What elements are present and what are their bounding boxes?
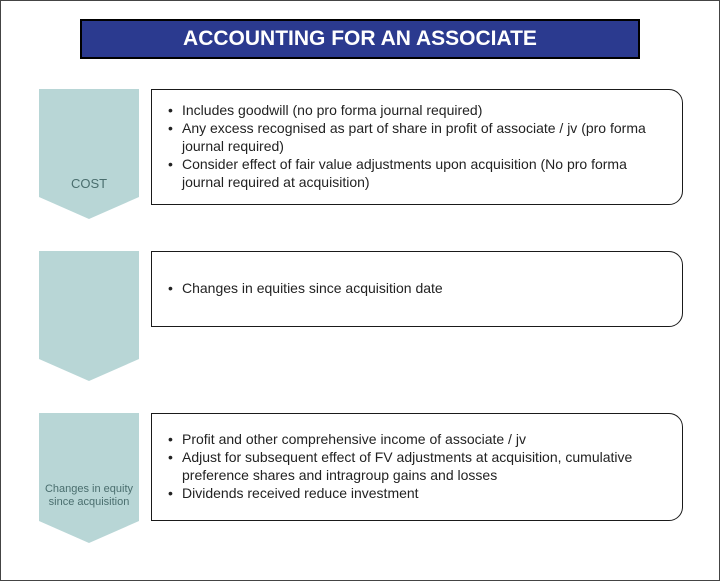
chevron: Changes in equity since acquisition bbox=[39, 413, 139, 543]
diagram-row: COST Includes goodwill (no pro forma jour… bbox=[1, 89, 720, 219]
chevron-tip bbox=[39, 359, 139, 381]
bullet-item: Consider effect of fair value adjustment… bbox=[168, 156, 668, 192]
diagram-row: PLUS Changes in equities since acquisitio… bbox=[1, 251, 720, 381]
chevron-label: Changes in equity since acquisition bbox=[39, 483, 139, 508]
content-box: Includes goodwill (no pro forma journal … bbox=[151, 89, 683, 205]
slide-title-text: ACCOUNTING FOR AN ASSOCIATE bbox=[183, 27, 537, 51]
bullet-list: Profit and other comprehensive income of… bbox=[168, 431, 668, 503]
bullet-item: Any excess recognised as part of share i… bbox=[168, 120, 668, 156]
chevron: PLUS bbox=[39, 251, 139, 381]
bullet-item: Changes in equities since acquisition da… bbox=[168, 280, 668, 298]
content-box: Changes in equities since acquisition da… bbox=[151, 251, 683, 327]
chevron-tip bbox=[39, 197, 139, 219]
bullet-list: Includes goodwill (no pro forma journal … bbox=[168, 102, 668, 192]
bullet-item: Adjust for subsequent effect of FV adjus… bbox=[168, 449, 668, 485]
bullet-item: Includes goodwill (no pro forma journal … bbox=[168, 102, 668, 120]
content-box: Profit and other comprehensive income of… bbox=[151, 413, 683, 521]
bullet-item: Dividends received reduce investment bbox=[168, 485, 668, 503]
chevron-label: COST bbox=[39, 177, 139, 192]
bullet-item: Profit and other comprehensive income of… bbox=[168, 431, 668, 449]
chevron-tip bbox=[39, 521, 139, 543]
bullet-list: Changes in equities since acquisition da… bbox=[168, 280, 668, 298]
diagram-row: Changes in equity since acquisition Profi… bbox=[1, 413, 720, 543]
chevron-label: PLUS bbox=[39, 339, 139, 354]
chevron: COST bbox=[39, 89, 139, 219]
slide: ACCOUNTING FOR AN ASSOCIATE COST Includes… bbox=[0, 0, 720, 581]
slide-title: ACCOUNTING FOR AN ASSOCIATE bbox=[80, 19, 640, 59]
